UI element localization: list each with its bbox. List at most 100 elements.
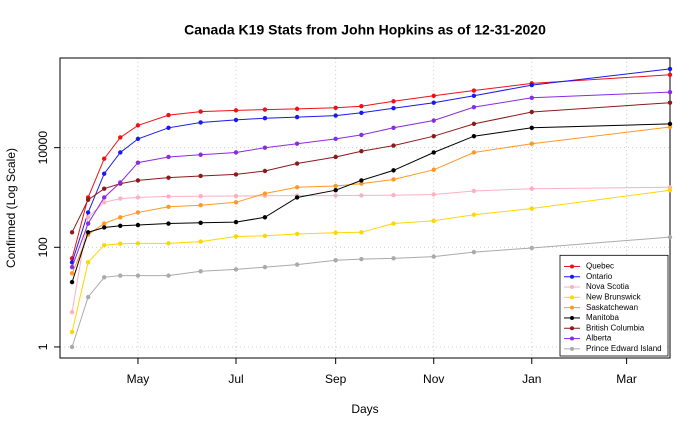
data-point <box>431 254 436 259</box>
data-point <box>85 260 91 265</box>
data-point <box>333 136 338 142</box>
data-point <box>262 191 268 196</box>
data-point <box>102 186 107 191</box>
data-point <box>102 221 107 226</box>
data-point <box>667 187 673 193</box>
legend-box <box>559 254 669 357</box>
data-point <box>166 154 171 160</box>
data-point <box>529 245 534 251</box>
data-point <box>294 161 300 166</box>
x-tick-label: May <box>127 372 150 386</box>
data-point <box>391 193 396 198</box>
data-point <box>85 221 91 226</box>
legend-marker <box>570 346 574 351</box>
data-point <box>262 107 268 112</box>
data-point <box>529 82 534 88</box>
legend-marker <box>570 264 574 269</box>
data-point <box>198 120 203 125</box>
data-point <box>102 243 107 248</box>
data-point <box>529 109 534 115</box>
data-point <box>294 231 300 237</box>
data-point <box>198 220 203 226</box>
series-line <box>71 68 671 263</box>
data-point <box>118 196 123 201</box>
data-point <box>262 145 268 150</box>
data-point <box>233 234 239 239</box>
data-point <box>69 329 75 335</box>
data-point <box>135 273 141 278</box>
data-point <box>135 123 141 128</box>
data-point <box>233 117 239 123</box>
data-point <box>102 195 107 200</box>
data-point <box>431 118 436 123</box>
data-point <box>166 241 171 246</box>
data-point <box>198 194 203 199</box>
legend-marker <box>570 336 574 341</box>
data-point <box>198 152 203 157</box>
data-point <box>69 279 75 285</box>
data-point <box>198 202 203 208</box>
data-point <box>294 106 300 112</box>
data-point <box>135 178 141 183</box>
data-point <box>102 200 107 205</box>
data-point <box>333 230 338 236</box>
data-point <box>667 234 673 240</box>
series-line <box>71 74 671 259</box>
data-point <box>135 195 141 200</box>
x-tick-label: Nov <box>423 372 444 386</box>
data-point <box>118 215 123 220</box>
data-point <box>391 105 396 111</box>
data-point <box>233 108 239 113</box>
data-point <box>333 105 338 111</box>
legend-marker <box>570 295 574 300</box>
data-point <box>118 150 123 155</box>
data-point <box>166 221 171 226</box>
data-point <box>166 112 171 118</box>
series-line <box>71 91 671 268</box>
data-point <box>359 193 364 198</box>
data-point <box>135 160 141 165</box>
data-point <box>85 197 91 202</box>
data-point <box>262 264 268 270</box>
data-point <box>198 269 203 274</box>
data-point <box>471 104 477 110</box>
y-axis-label: Confirmed (Log Scale) <box>4 148 18 268</box>
y-tick-label: 1 <box>36 343 50 350</box>
y-tick-label: 10000 <box>36 131 50 165</box>
data-point <box>118 223 123 229</box>
data-point <box>529 141 534 146</box>
data-point <box>294 195 300 200</box>
data-point <box>391 99 396 104</box>
data-point <box>431 167 436 172</box>
data-point <box>667 121 673 127</box>
data-point <box>233 219 239 225</box>
data-point <box>391 177 396 182</box>
data-point <box>233 267 239 272</box>
data-point <box>85 215 91 220</box>
data-point <box>431 218 436 224</box>
data-point <box>262 215 268 220</box>
x-tick-label: Mar <box>616 372 637 386</box>
data-point <box>69 230 75 235</box>
data-point <box>333 183 338 189</box>
data-point <box>333 113 338 118</box>
data-point <box>471 249 477 255</box>
data-point <box>166 204 171 209</box>
legend-marker <box>570 285 574 290</box>
data-point <box>118 180 123 185</box>
series-line <box>71 102 671 233</box>
data-point <box>233 172 239 177</box>
data-point <box>431 100 436 105</box>
data-point <box>135 222 141 228</box>
data-point <box>233 200 239 205</box>
legend-marker <box>570 305 574 310</box>
data-point <box>359 230 364 235</box>
legend-label: Nova Scotia <box>586 282 630 291</box>
data-point <box>166 125 171 131</box>
data-point <box>198 109 203 114</box>
legend-label: British Columbia <box>586 323 645 332</box>
data-point <box>431 133 436 139</box>
data-point <box>135 241 141 246</box>
data-point <box>359 110 364 116</box>
data-point <box>471 121 477 127</box>
